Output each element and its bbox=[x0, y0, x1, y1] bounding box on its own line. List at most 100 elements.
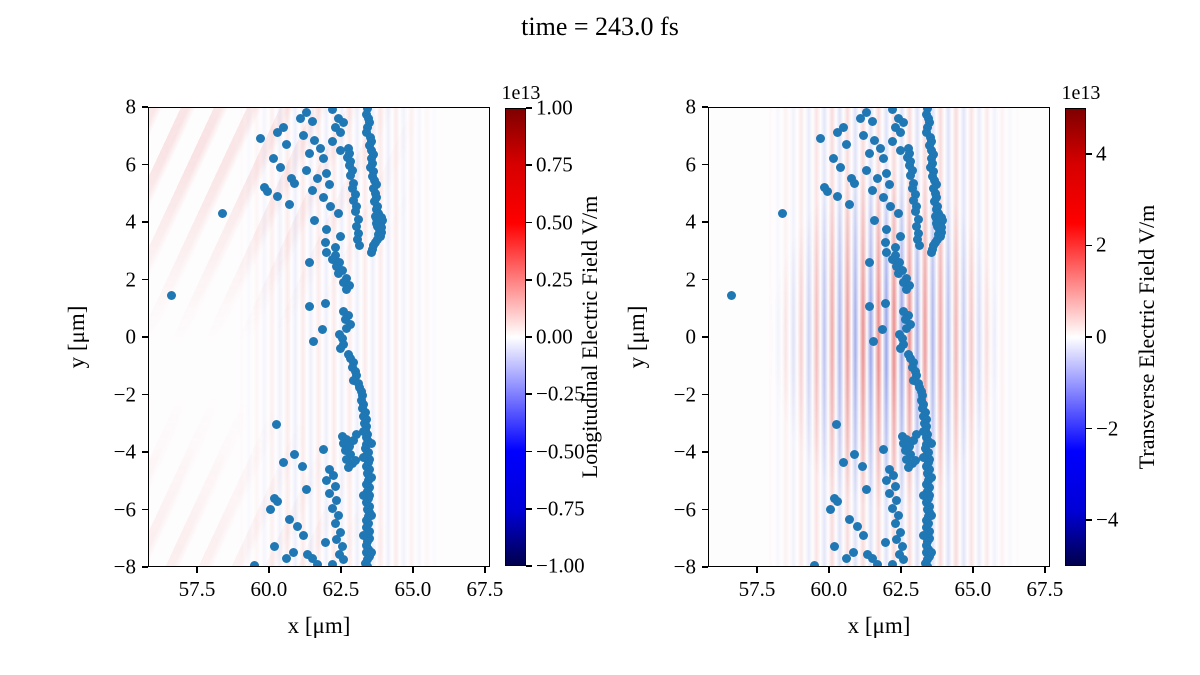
x-tick-mark bbox=[756, 567, 758, 573]
scatter-point bbox=[910, 207, 920, 217]
scatter-point bbox=[304, 148, 314, 158]
scatter-point bbox=[919, 453, 929, 463]
scatter-point bbox=[890, 482, 900, 491]
scatter-point bbox=[830, 542, 840, 552]
colorbar-tick-mark bbox=[526, 450, 532, 453]
scatter-point bbox=[321, 247, 331, 257]
scatter-point bbox=[926, 510, 936, 520]
scatter-point bbox=[867, 185, 877, 195]
scatter-point bbox=[902, 273, 912, 283]
y-tick-label: −4 bbox=[673, 439, 696, 464]
scatter-point bbox=[336, 344, 346, 353]
scatter-point bbox=[912, 371, 922, 381]
scatter-point bbox=[907, 165, 917, 175]
scatter-layer bbox=[708, 107, 1050, 567]
scatter-point bbox=[926, 548, 936, 558]
scatter-point bbox=[330, 243, 340, 253]
scatter-point bbox=[376, 213, 386, 223]
scatter-point bbox=[896, 145, 906, 155]
scatter-point bbox=[353, 214, 363, 224]
y-tick-label: −8 bbox=[673, 554, 696, 579]
plot-area-transverse bbox=[708, 107, 1050, 567]
scatter-point bbox=[822, 187, 832, 197]
y-tick-label: 8 bbox=[685, 94, 697, 119]
scatter-point bbox=[167, 290, 177, 300]
scatter-point bbox=[905, 441, 914, 451]
y-tick-mark bbox=[702, 566, 708, 568]
y-tick-label: 6 bbox=[125, 152, 137, 176]
scatter-point bbox=[290, 178, 300, 188]
scatter-point bbox=[936, 213, 946, 223]
colorbar-tick-label: 4 bbox=[1096, 141, 1107, 166]
scatter-point bbox=[931, 218, 941, 228]
scatter-point bbox=[873, 560, 883, 567]
colorbar-tick-mark bbox=[1086, 244, 1092, 247]
x-tick-label: 62.5 bbox=[882, 577, 920, 601]
scatter-point bbox=[341, 285, 351, 295]
scatter-point bbox=[342, 323, 352, 333]
scatter-point bbox=[330, 482, 340, 491]
y-tick-label: 0 bbox=[125, 324, 137, 349]
scatter-point bbox=[319, 154, 329, 164]
y-tick-mark bbox=[702, 393, 708, 396]
scatter-point bbox=[293, 522, 303, 532]
scatter-point bbox=[896, 231, 906, 241]
x-tick-mark bbox=[971, 567, 974, 573]
scatter-point bbox=[893, 510, 903, 520]
scatter-point bbox=[349, 178, 359, 188]
scatter-point bbox=[886, 201, 896, 211]
scatter-point bbox=[359, 530, 369, 540]
x-tick-mark bbox=[411, 567, 414, 573]
scatter-point bbox=[902, 323, 912, 333]
scatter-point bbox=[833, 191, 843, 201]
scatter-point bbox=[858, 530, 868, 540]
scatter-point bbox=[873, 174, 883, 184]
scatter-point bbox=[250, 561, 259, 567]
scatter-point bbox=[923, 561, 933, 567]
scatter-point bbox=[310, 135, 320, 145]
y-tick-mark bbox=[142, 221, 148, 223]
scatter-point bbox=[339, 438, 349, 448]
scatter-point bbox=[926, 247, 936, 257]
y-tick-label: 4 bbox=[685, 209, 697, 234]
scatter-point bbox=[273, 128, 283, 138]
y-tick-mark bbox=[702, 221, 708, 223]
scatter-point bbox=[273, 191, 283, 201]
scatter-point bbox=[903, 463, 913, 473]
scatter-point bbox=[336, 145, 346, 155]
scatter-point bbox=[304, 302, 314, 312]
x-tick-mark bbox=[339, 567, 342, 573]
colorbar-tick-mark bbox=[526, 164, 532, 167]
scatter-point bbox=[309, 336, 319, 346]
scatter-point bbox=[307, 553, 317, 563]
scatter-point bbox=[892, 262, 902, 272]
scatter-point bbox=[327, 559, 337, 567]
scatter-point bbox=[850, 178, 860, 188]
scatter-point bbox=[930, 211, 940, 221]
scatter-point bbox=[907, 184, 917, 194]
colorbar-tick-label: −0.75 bbox=[536, 496, 585, 521]
scatter-point bbox=[876, 144, 886, 154]
scatter-point bbox=[281, 139, 291, 149]
colorbar-tick-mark bbox=[526, 565, 532, 567]
scatter-point bbox=[912, 430, 922, 440]
scatter-point bbox=[358, 490, 368, 500]
plot-area-longitudinal bbox=[148, 107, 490, 567]
scatter-point bbox=[900, 315, 910, 325]
scatter-point bbox=[919, 530, 929, 540]
scatter-point bbox=[355, 240, 365, 250]
scatter-point bbox=[332, 496, 342, 506]
longitudinal-field-overlay bbox=[148, 107, 490, 567]
x-tick-label: 67.5 bbox=[1026, 577, 1064, 601]
scatter-point bbox=[339, 277, 349, 287]
scatter-point bbox=[909, 195, 919, 205]
scatter-point bbox=[880, 237, 890, 247]
scatter-point bbox=[354, 229, 364, 238]
colorbar-longitudinal: 1e13 Longitudinal Electric Field V/m 1.0… bbox=[502, 82, 602, 576]
scatter-point bbox=[926, 438, 936, 448]
scatter-point bbox=[324, 180, 334, 190]
scatter-point bbox=[298, 530, 308, 540]
scatter-point bbox=[346, 319, 356, 329]
x-axis-label: x [μm] bbox=[287, 613, 351, 638]
